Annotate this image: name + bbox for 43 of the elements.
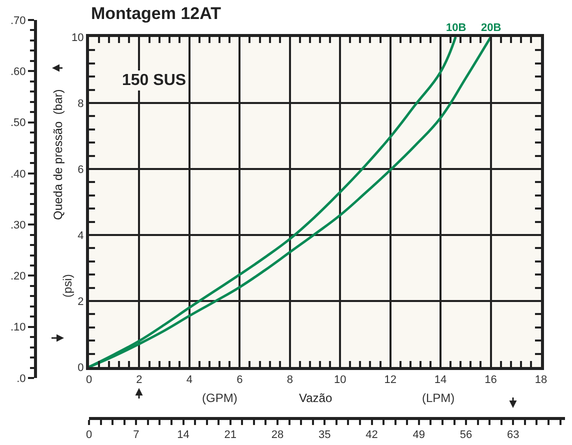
x2-tick-label: 0	[86, 429, 92, 442]
series-label: 20B	[481, 22, 502, 34]
x2-tick-label: 42	[366, 429, 378, 442]
x-tick-label: 2	[136, 374, 142, 386]
chart-title: Montagem 12AT	[91, 4, 222, 23]
x2-tick-label: 35	[318, 429, 331, 442]
y2-tick-label: .60	[10, 66, 26, 78]
y-tick-label: 0	[78, 362, 84, 374]
x-axis-title: (GPM)	[202, 391, 238, 405]
x2-tick-label: 56	[460, 429, 472, 442]
x-tick-label: 6	[236, 374, 243, 386]
y2-tick-label: .10	[10, 322, 26, 334]
x2-tick-label: 28	[271, 429, 284, 442]
x2-axis-title: (LPM)	[422, 391, 455, 405]
x2-tick-label: 49	[412, 429, 426, 442]
y-tick-label: 8	[78, 98, 84, 110]
y-tick-label: 2	[78, 296, 84, 308]
x-tick-label: 18	[534, 374, 548, 386]
text: Queda de pressão (bar)	[51, 89, 65, 220]
x2-tick-label: 7	[133, 429, 140, 442]
x-tick-label: 10	[334, 374, 346, 386]
x-tick-label: 4	[186, 374, 193, 386]
x2-tick-label: 63	[507, 429, 520, 442]
y2-tick-label: .70	[10, 14, 26, 27]
x2-tick-label: 14	[177, 429, 190, 442]
x-tick-label: 0	[86, 374, 92, 386]
y-tick-label: 4	[78, 230, 84, 242]
y2-tick-label: .0	[16, 372, 26, 385]
y2-tick-label: .40	[10, 168, 26, 180]
y2-tick-label: .30	[10, 219, 26, 232]
annotation: 150 SUS	[122, 72, 186, 89]
y-tick-label: 10	[72, 32, 84, 44]
y-tick-label: 6	[78, 164, 84, 176]
series-label: 10B	[446, 22, 466, 34]
x-tick-label: 12	[384, 374, 396, 386]
x2-tick-label: 21	[224, 429, 237, 442]
x-tick-label: 14	[434, 374, 447, 386]
y2-tick-label: .50	[10, 117, 26, 130]
y-axis-title: (psi)	[60, 274, 74, 298]
x-tick-label: 16	[484, 374, 497, 386]
y2-tick-label: .20	[10, 270, 26, 283]
text: Vazão	[299, 391, 332, 405]
x-tick-label: 8	[286, 374, 293, 386]
